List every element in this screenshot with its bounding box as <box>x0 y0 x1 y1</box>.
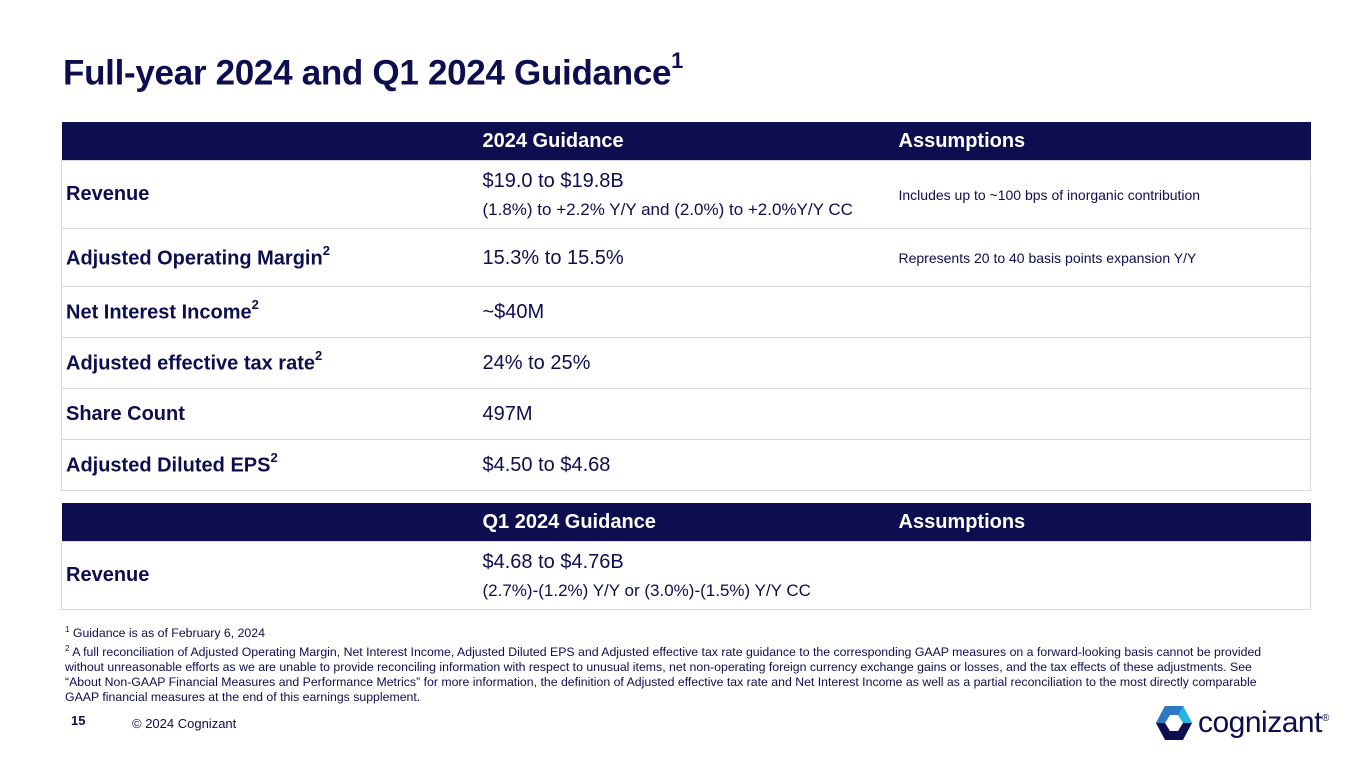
value-main: $19.0 to $19.8B <box>482 169 624 192</box>
assumption <box>894 541 1311 610</box>
page-number: 15 <box>71 713 86 728</box>
table-header-row: 2024 Guidance Assumptions <box>61 122 1311 161</box>
header-blank <box>61 122 479 161</box>
cognizant-logo-icon <box>1156 706 1192 740</box>
header-assumptions: Assumptions <box>894 503 1311 542</box>
table-header-row: Q1 2024 Guidance Assumptions <box>61 503 1311 542</box>
table-row: Adjusted Operating Margin2 15.3% to 15.5… <box>61 228 1311 287</box>
metric-value: 15.3% to 15.5% <box>478 228 895 287</box>
table-row: Revenue $19.0 to $19.8B (1.8%) to +2.2% … <box>61 160 1311 229</box>
metric-value: $19.0 to $19.8B (1.8%) to +2.2% Y/Y and … <box>478 160 895 229</box>
metric-value: ~$40M <box>478 286 895 338</box>
table-row: Share Count 497M <box>61 388 1311 440</box>
value-sub: (2.7%)-(1.2%) Y/Y or (3.0%)-(1.5%) Y/Y C… <box>482 580 811 600</box>
footnote-ref: 2 <box>251 297 259 313</box>
footnote-ref: 2 <box>314 348 323 364</box>
footnote-1: 1 Guidance is as of February 6, 2024 <box>65 625 265 641</box>
footnote-ref: 2 <box>322 242 330 258</box>
footnote-ref: 2 <box>270 450 278 466</box>
q1-guidance-table: Q1 2024 Guidance Assumptions Revenue $4.… <box>61 503 1311 610</box>
page-title: Full-year 2024 and Q1 2024 Guidance1 <box>63 48 683 94</box>
metric-label: Revenue <box>61 541 479 610</box>
metric-label: Adjusted Operating Margin2 <box>61 228 479 287</box>
assumption <box>894 286 1311 338</box>
metric-label: Share Count <box>61 388 479 440</box>
metric-value: 24% to 25% <box>478 337 895 389</box>
metric-label: Adjusted effective tax rate2 <box>61 337 479 389</box>
table-row: Adjusted Diluted EPS2 $4.50 to $4.68 <box>61 439 1311 491</box>
copyright: © 2024 Cognizant <box>132 716 237 731</box>
header-guidance: Q1 2024 Guidance <box>478 503 895 542</box>
fy-guidance-table: 2024 Guidance Assumptions Revenue $19.0 … <box>61 122 1311 491</box>
value-main: $4.68 to $4.76B <box>482 550 624 573</box>
header-blank <box>61 503 479 542</box>
metric-value: $4.68 to $4.76B (2.7%)-(1.2%) Y/Y or (3.… <box>478 541 895 610</box>
metric-value: 497M <box>478 388 895 440</box>
logo-wordmark: cognizant® <box>1198 706 1329 739</box>
metric-label: Revenue <box>61 160 479 229</box>
cognizant-logo: cognizant® <box>1156 706 1329 740</box>
assumption <box>894 388 1311 440</box>
header-assumptions: Assumptions <box>894 122 1311 161</box>
metric-label: Net Interest Income2 <box>61 286 479 338</box>
footnotes: 1 Guidance is as of February 6, 2024 2 A… <box>65 622 1265 705</box>
page-title-text: Full-year 2024 and Q1 2024 Guidance <box>63 53 672 93</box>
footnote-2: 2 A full reconciliation of Adjusted Oper… <box>65 644 1262 705</box>
footnote-ref: 1 <box>671 48 684 73</box>
assumption: Includes up to ~100 bps of inorganic con… <box>894 160 1311 229</box>
header-guidance: 2024 Guidance <box>478 122 895 161</box>
value-sub: (1.8%) to +2.2% Y/Y and (2.0%) to +2.0%Y… <box>482 199 853 219</box>
table-row: Revenue $4.68 to $4.76B (2.7%)-(1.2%) Y/… <box>61 541 1311 610</box>
table-row: Net Interest Income2 ~$40M <box>61 286 1311 338</box>
assumption <box>894 337 1311 389</box>
metric-value: $4.50 to $4.68 <box>478 439 895 491</box>
metric-label: Adjusted Diluted EPS2 <box>61 439 479 491</box>
assumption: Represents 20 to 40 basis points expansi… <box>894 228 1311 287</box>
assumption <box>894 439 1311 491</box>
table-row: Adjusted effective tax rate2 24% to 25% <box>61 337 1311 389</box>
